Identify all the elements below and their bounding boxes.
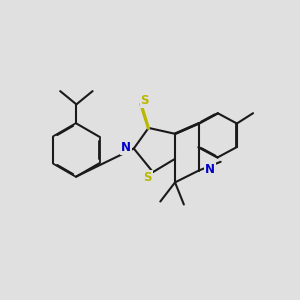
Text: N: N (121, 141, 130, 154)
Text: N: N (205, 163, 215, 176)
Text: S: S (143, 171, 152, 184)
Text: S: S (140, 94, 149, 107)
